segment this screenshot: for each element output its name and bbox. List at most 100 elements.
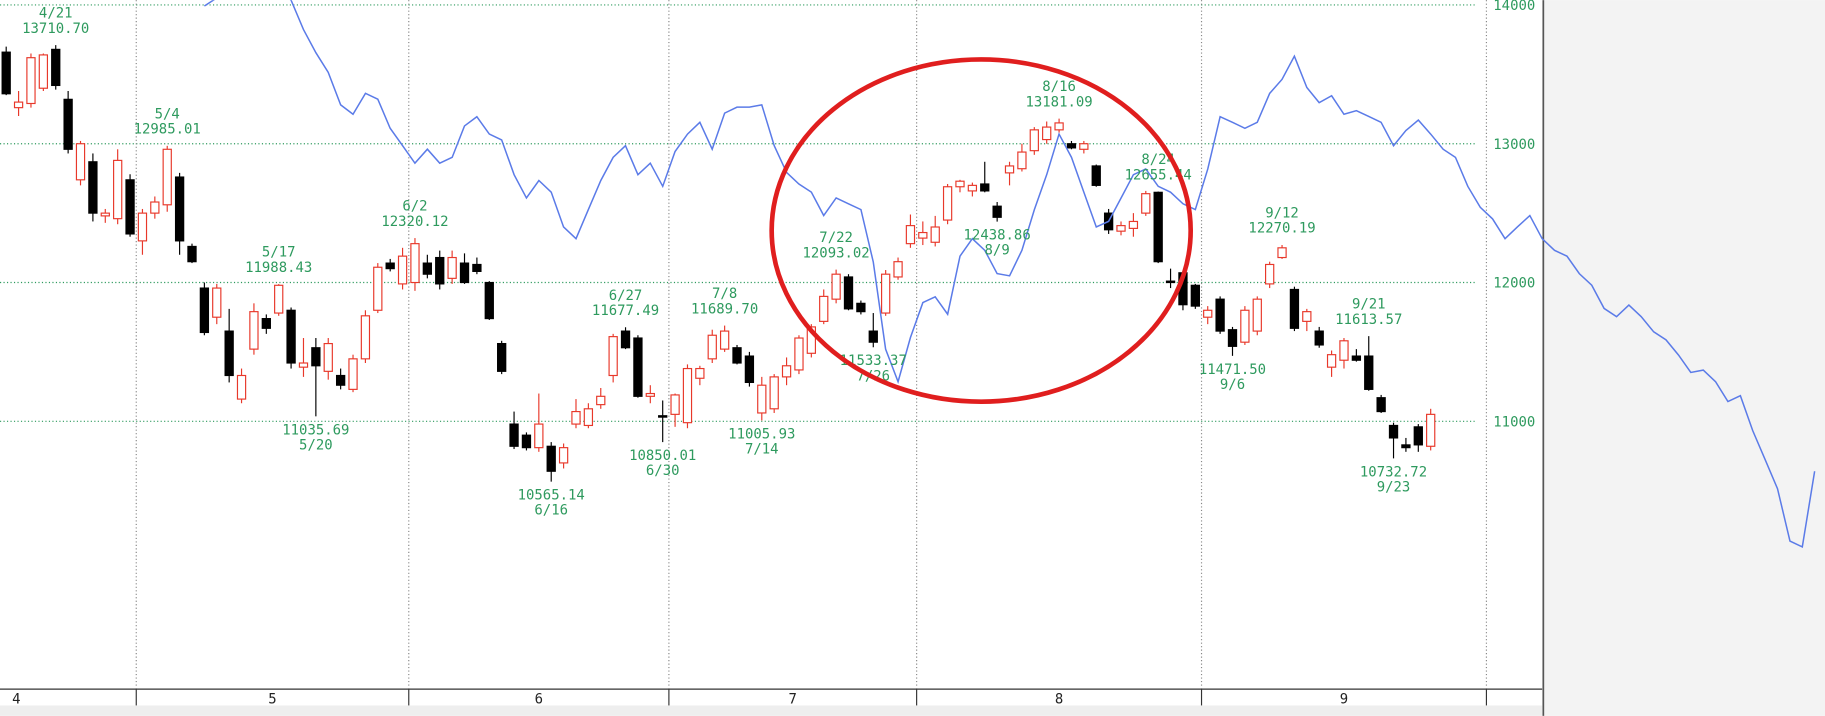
annotation-value: 12320.12	[381, 214, 448, 230]
candle-body	[484, 281, 494, 320]
candle-body	[385, 262, 395, 270]
x-tick-label: 9	[1340, 692, 1348, 708]
candle-body	[125, 179, 135, 235]
line	[203, 0, 1816, 549]
candle-body	[348, 358, 358, 390]
candle-body	[1141, 193, 1151, 214]
candle-body	[100, 212, 110, 217]
candle-body	[410, 243, 420, 284]
candle-body	[397, 255, 408, 285]
candle-body	[942, 186, 953, 221]
candle-body	[1091, 165, 1101, 186]
candle-body	[249, 311, 259, 350]
candle-body	[806, 326, 816, 354]
candle-body	[757, 384, 767, 414]
candle-body	[1401, 444, 1411, 449]
candle-body	[88, 161, 98, 214]
grid	[0, 0, 1488, 706]
candle-body	[1289, 288, 1300, 329]
candle-body	[472, 263, 482, 272]
candle-body	[459, 262, 470, 284]
annotation-date: 8/9	[985, 243, 1010, 259]
x-tick-label: 5	[268, 692, 276, 708]
y-tick-label: 11000	[1493, 414, 1535, 430]
candle-body	[1190, 284, 1200, 307]
candle-body	[1376, 397, 1386, 413]
annotation-value: 10732.72	[1360, 464, 1427, 480]
candle-body	[744, 355, 755, 384]
annotation-date: 9/12	[1265, 206, 1299, 222]
candle-body	[360, 315, 371, 360]
candle-body	[1, 51, 11, 95]
candle-body	[819, 295, 829, 322]
candle-body	[1116, 225, 1126, 232]
candle-body	[1227, 329, 1238, 347]
candle-body	[893, 261, 903, 278]
candle-body	[435, 256, 445, 285]
annotation-date: 7/8	[712, 286, 737, 302]
candle-body	[670, 394, 680, 415]
candle-body	[831, 273, 841, 300]
annotation-value: 11533.37	[840, 353, 907, 369]
candle-body	[930, 226, 940, 243]
candle-body	[843, 276, 854, 310]
candle-body	[1302, 311, 1312, 322]
candle-body	[1326, 354, 1337, 368]
candle-body	[311, 347, 321, 367]
annotation-value: 11689.70	[691, 301, 758, 317]
candle-body	[794, 337, 804, 371]
candle-body	[1314, 330, 1324, 346]
candle-body	[38, 54, 49, 89]
candle-body	[75, 143, 86, 181]
candle-body	[1240, 309, 1250, 343]
candle-body	[992, 205, 1002, 218]
candle-body	[1128, 220, 1139, 229]
candle-body	[26, 57, 36, 105]
candle-body	[620, 330, 631, 349]
candle-body	[1351, 355, 1362, 361]
candle-body	[274, 284, 284, 314]
candle-body	[682, 367, 693, 424]
x-tick-label: 6	[535, 692, 543, 708]
annotation-date: 5/4	[155, 106, 180, 122]
candle-body	[1066, 143, 1077, 149]
candle-body	[571, 410, 581, 425]
candle-body	[1265, 263, 1275, 285]
annotation-value: 10565.14	[518, 488, 585, 504]
candle-body	[596, 395, 606, 406]
candle-body	[521, 434, 532, 449]
bottom-strip	[0, 705, 1543, 716]
candle-body	[658, 415, 668, 418]
candle-body	[509, 423, 519, 447]
annotation-date: 8/16	[1042, 79, 1076, 95]
candle-body	[1004, 165, 1015, 174]
candle-body	[1042, 126, 1052, 141]
annotation-value: 12093.02	[803, 245, 870, 261]
annotation-value: 11005.93	[728, 426, 795, 442]
line-series	[203, 0, 1816, 549]
candle-body	[1413, 426, 1423, 446]
annotation-value: 11035.69	[282, 422, 349, 438]
candle-body	[113, 159, 123, 220]
annotation-value: 12438.86	[964, 228, 1031, 244]
annotation-date: 6/2	[402, 199, 427, 215]
annotation-date: 6/30	[646, 463, 680, 479]
candle-body	[1054, 122, 1064, 131]
annotation-date: 5/20	[299, 437, 333, 453]
candle-body	[558, 447, 569, 464]
candle-body	[162, 148, 172, 206]
highlight-ellipse	[769, 57, 1194, 404]
annotation-date: 5/17	[262, 245, 296, 261]
candle-body	[373, 266, 383, 311]
candle-body	[1215, 298, 1225, 332]
annotation-date: 9/6	[1220, 377, 1245, 393]
candle-body	[1252, 298, 1262, 332]
annotation-date: 4/21	[39, 6, 73, 22]
candle-body	[447, 256, 457, 279]
candle-body	[856, 302, 866, 313]
candle-body	[583, 408, 594, 427]
candle-body	[955, 180, 965, 188]
